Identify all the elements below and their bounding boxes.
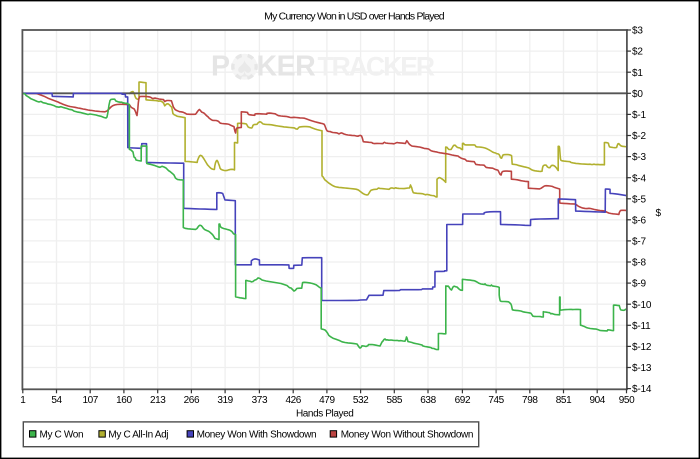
- svg-text:$-1: $-1: [632, 110, 646, 121]
- svg-text:$-5: $-5: [632, 194, 646, 205]
- svg-text:$-14: $-14: [632, 384, 652, 395]
- svg-text:745: 745: [488, 395, 504, 406]
- svg-text:$3: $3: [632, 26, 643, 37]
- svg-text:950: 950: [619, 395, 635, 406]
- svg-text:$1: $1: [632, 68, 643, 79]
- svg-text:692: 692: [455, 395, 471, 406]
- svg-text:479: 479: [319, 395, 335, 406]
- svg-text:♠: ♠: [237, 53, 251, 83]
- svg-text:$2: $2: [632, 47, 643, 58]
- svg-text:My Currency Won in USD over Ha: My Currency Won in USD over Hands Played: [264, 11, 445, 23]
- svg-text:$-11: $-11: [632, 321, 651, 332]
- svg-text:Hands Played: Hands Played: [296, 409, 353, 420]
- svg-text:$-13: $-13: [632, 363, 652, 374]
- svg-text:160: 160: [116, 395, 132, 406]
- svg-text:Money Won With Showdown: Money Won With Showdown: [197, 430, 317, 441]
- svg-text:$-2: $-2: [632, 131, 646, 142]
- svg-text:My C All-In Adj: My C All-In Adj: [108, 430, 168, 441]
- svg-text:266: 266: [184, 395, 200, 406]
- svg-text:$-10: $-10: [632, 300, 652, 311]
- svg-text:$-3: $-3: [632, 152, 646, 163]
- svg-text:638: 638: [420, 395, 436, 406]
- svg-text:319: 319: [217, 395, 233, 406]
- svg-text:$-4: $-4: [632, 173, 646, 184]
- svg-text:P: P: [211, 51, 231, 83]
- svg-text:426: 426: [285, 395, 301, 406]
- svg-text:TRACKER: TRACKER: [318, 52, 435, 82]
- svg-text:Money Won Without Showdown: Money Won Without Showdown: [341, 430, 473, 441]
- svg-text:$-6: $-6: [632, 215, 646, 226]
- svg-text:$: $: [656, 208, 662, 219]
- svg-text:KER: KER: [257, 51, 316, 83]
- svg-text:1: 1: [20, 395, 26, 406]
- svg-text:798: 798: [522, 395, 538, 406]
- svg-text:$0: $0: [632, 89, 643, 100]
- svg-text:213: 213: [150, 395, 166, 406]
- svg-text:904: 904: [589, 395, 605, 406]
- svg-text:373: 373: [252, 395, 268, 406]
- svg-text:My C Won: My C Won: [40, 430, 84, 441]
- svg-text:107: 107: [82, 395, 98, 406]
- svg-text:532: 532: [353, 395, 369, 406]
- svg-text:851: 851: [556, 395, 572, 406]
- svg-text:54: 54: [51, 395, 62, 406]
- svg-text:$-9: $-9: [632, 279, 646, 290]
- svg-text:585: 585: [387, 395, 403, 406]
- svg-text:$-7: $-7: [632, 237, 646, 248]
- svg-text:$-12: $-12: [632, 342, 652, 353]
- svg-text:$-8: $-8: [632, 258, 646, 269]
